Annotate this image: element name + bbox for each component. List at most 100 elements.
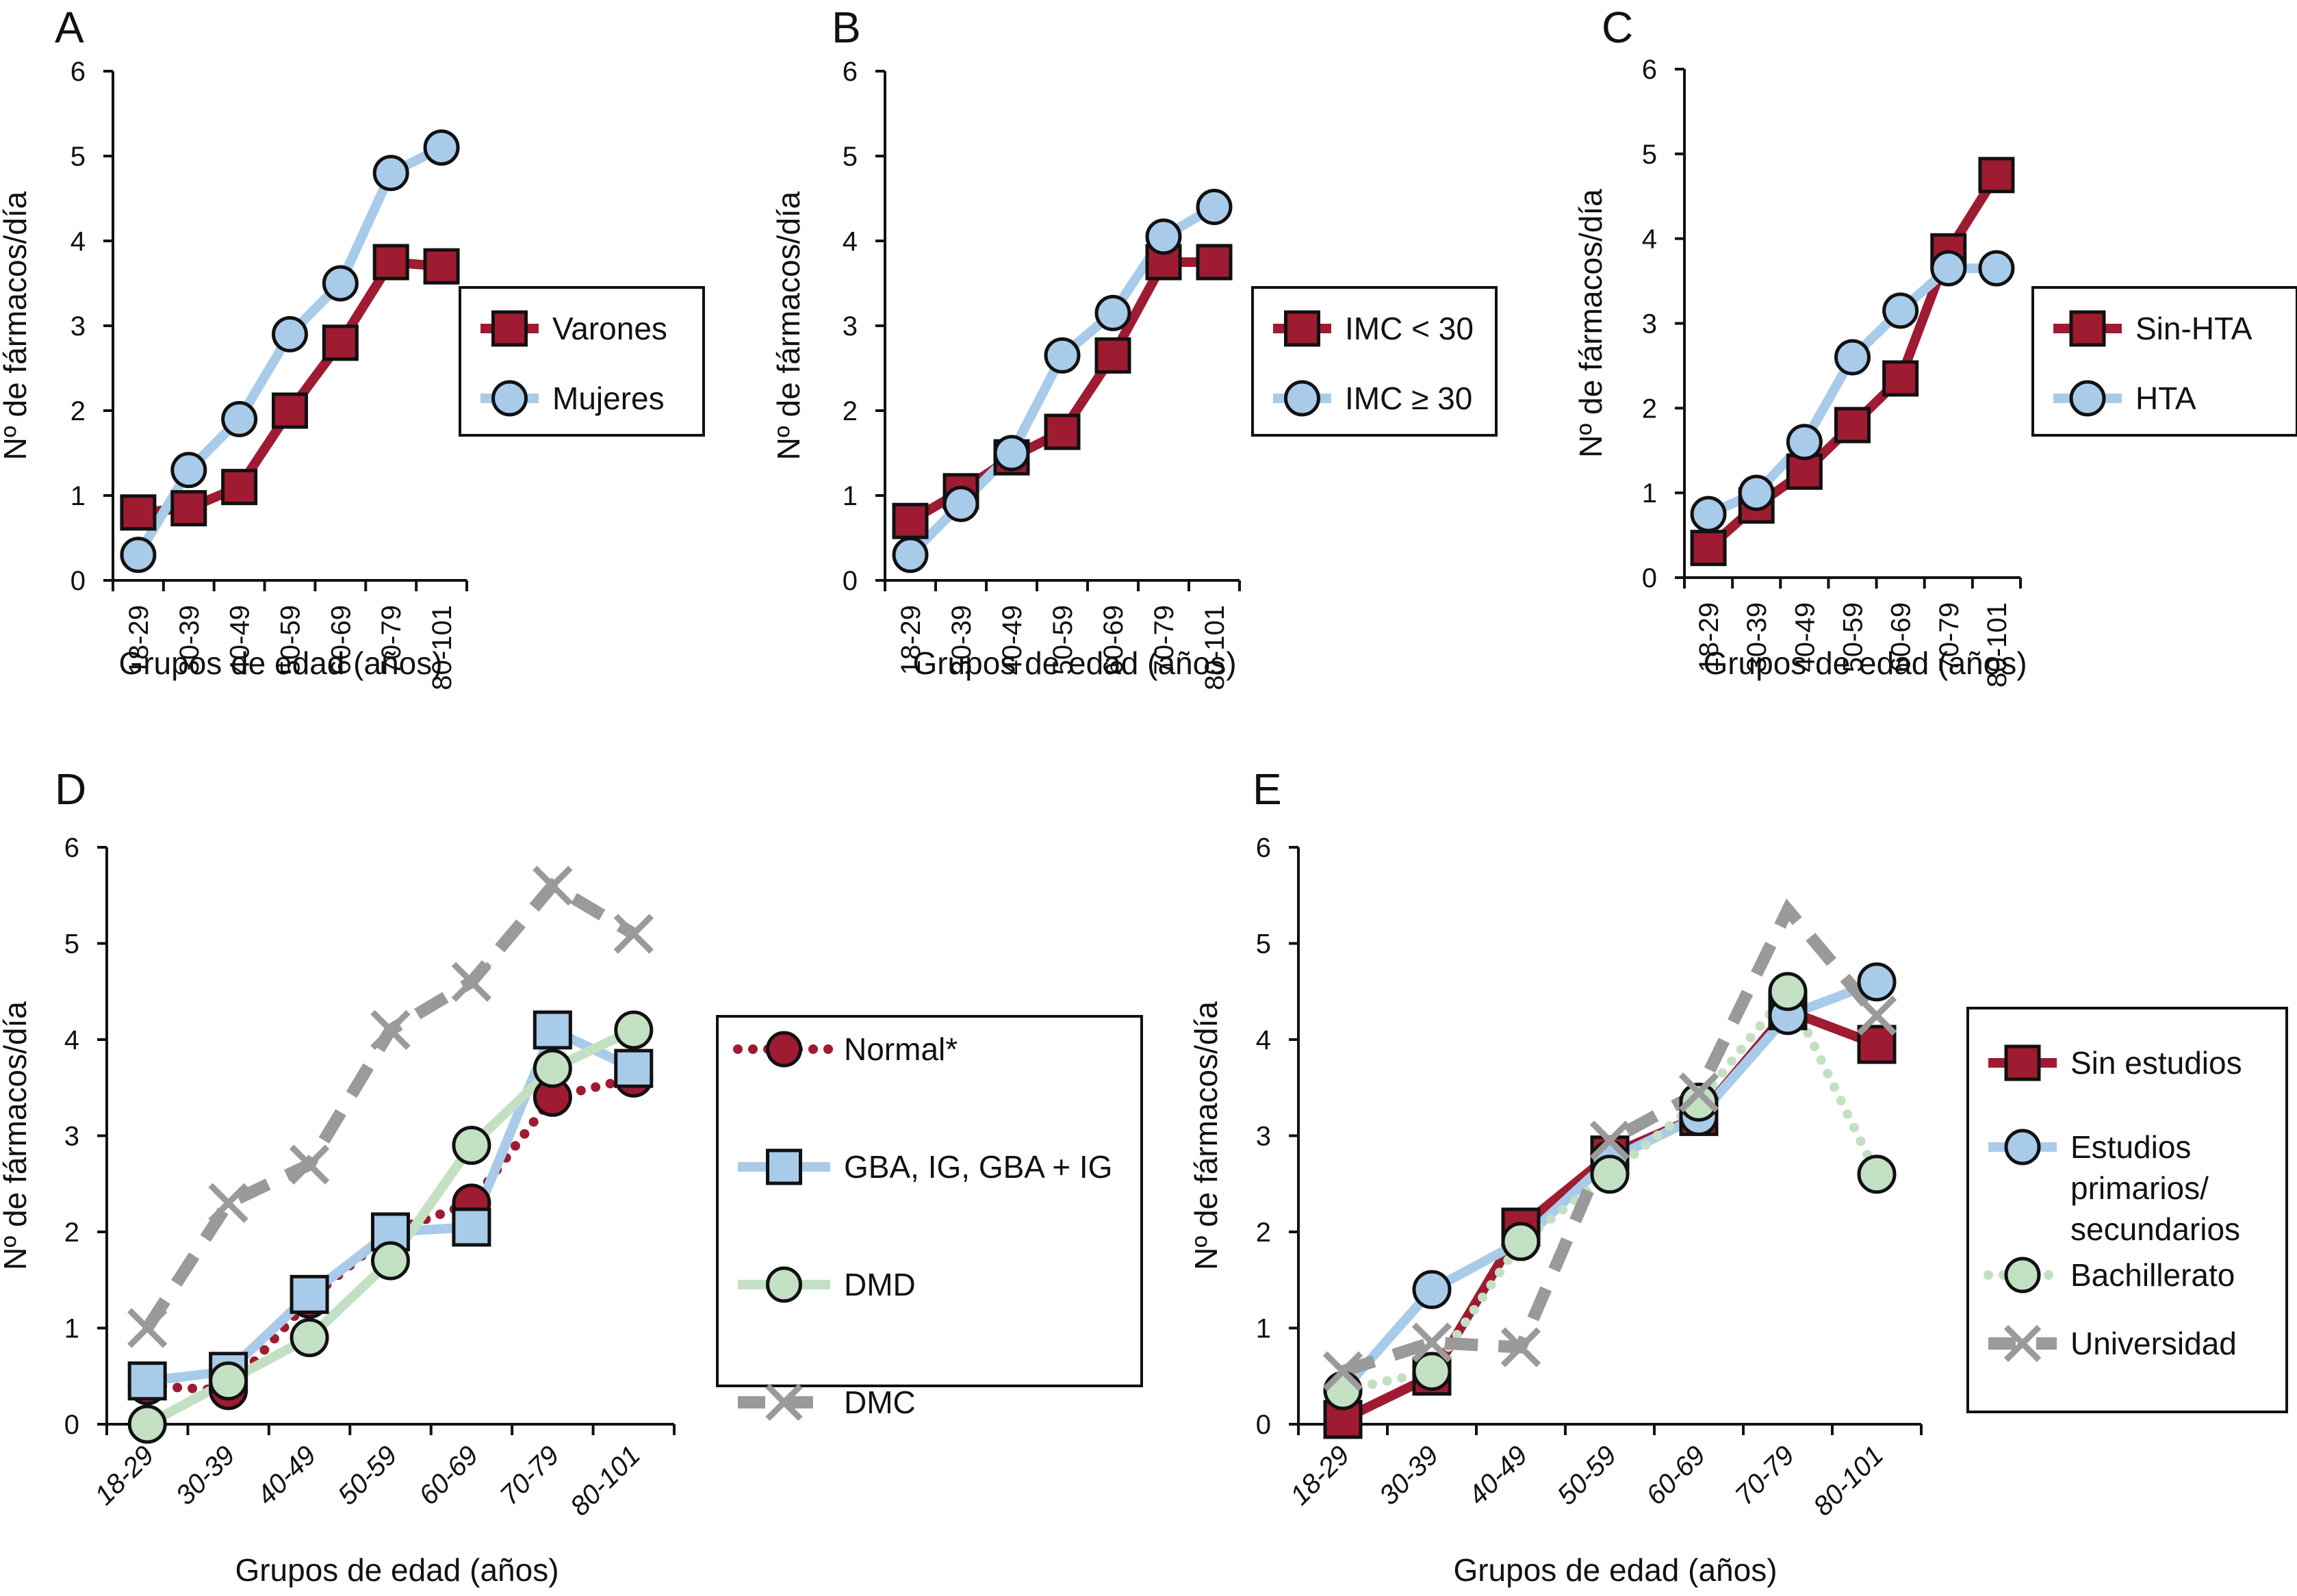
data-point-circle <box>1857 1155 1897 1194</box>
data-point-circle <box>1412 1352 1452 1391</box>
data-point-circle <box>371 1241 410 1280</box>
data-point-circle <box>532 1048 572 1088</box>
y-axis-title: Nº de fármacos/día <box>1573 189 1608 458</box>
panel-d: D 0 1 2 3 4 5 6 18-29 30-39 40-49 50-59 60-69 70-79 80… <box>0 764 1143 1588</box>
x-tick-label: 40-49 <box>1790 602 1820 672</box>
series-lines <box>142 877 639 1429</box>
legend: Sin estudios Estudios primarios/secundario… <box>1966 1007 2288 1413</box>
data-point-circle <box>1690 495 1727 532</box>
series-markers <box>120 129 460 574</box>
panel-label: D <box>55 764 86 814</box>
x-tick-label: 80-101 <box>565 1440 646 1521</box>
y-tick-label: 1 <box>70 481 86 511</box>
data-point-circle <box>1590 1155 1630 1194</box>
data-point-square <box>221 469 258 506</box>
y-tick-label: 3 <box>1256 1122 1271 1152</box>
legend-label: HTA <box>2135 381 2196 416</box>
y-tick-label: 0 <box>1642 563 1657 593</box>
legend: IMC < 30 IMC ≥ 30 <box>1251 286 1498 437</box>
panel-e: E 0 1 2 3 4 5 6 18-29 30-39 40-49 50-59 60-69 70-79 80… <box>1188 764 2288 1588</box>
legend-item-sin-hta: Sin-HTA <box>2053 310 2253 347</box>
y-tick-label: 6 <box>64 833 79 863</box>
y-tick-label: 3 <box>843 311 858 342</box>
data-point-x <box>1500 1327 1541 1367</box>
legend-marker-circle <box>491 380 528 417</box>
x-tick-label: 70-79 <box>494 1440 565 1510</box>
data-point-circle <box>1882 292 1919 329</box>
legend-item-dmd: DMD <box>738 1266 916 1303</box>
x-tick-label: 80-101 <box>1982 602 2012 688</box>
legend-item-imc-ge-30: IMC ≥ 30 <box>1273 380 1472 417</box>
x-tick-label: 40-49 <box>225 605 255 675</box>
data-point-circle <box>1768 972 1808 1012</box>
y-tick-label: 1 <box>1642 478 1657 509</box>
data-point-square <box>170 490 207 527</box>
panel-label: E <box>1253 764 1282 814</box>
legend-item-universidad: Universidad <box>1988 1324 2237 1363</box>
data-point-x <box>127 1308 168 1348</box>
legend-label: Normal* <box>844 1031 958 1067</box>
data-point-square <box>1978 157 2015 194</box>
legend-item-hta: HTA <box>2053 380 2196 417</box>
x-tick-label: 40-49 <box>997 605 1027 675</box>
data-point-circle <box>452 1126 491 1166</box>
legend-label: GBA, IG, GBA + IG <box>844 1149 1112 1185</box>
y-tick-label: 2 <box>843 396 858 426</box>
x-tick-label: 18-29 <box>1285 1440 1355 1510</box>
data-point-circle <box>993 435 1030 472</box>
y-tick-label: 0 <box>843 566 858 596</box>
y-tick-label: 1 <box>64 1314 79 1344</box>
data-point-circle <box>423 129 460 166</box>
data-point-square <box>1690 530 1727 567</box>
legend-item-mujeres: Mujeres <box>480 380 665 417</box>
data-point-square <box>892 502 929 539</box>
legend-item-varones: Varones <box>480 310 667 347</box>
y-axis-title: Nº de fármacos/día <box>1188 1001 1224 1270</box>
data-point-square <box>1834 407 1871 443</box>
data-point-square <box>1196 244 1233 281</box>
x-tick-label: 70-79 <box>1934 602 1964 672</box>
legend-label: Estudios <box>2070 1129 2191 1165</box>
legend-label: IMC ≥ 30 <box>1345 381 1472 416</box>
x-tick-label: 50-59 <box>1838 602 1869 672</box>
x-tick-label: 80-101 <box>1808 1440 1889 1521</box>
x-tick-label: 40-49 <box>1463 1440 1533 1510</box>
data-point-circle <box>942 485 979 522</box>
data-point-square <box>1786 453 1823 490</box>
legend-item-estudios-primarios-secundarios: Estudios primarios/secundarios <box>1988 1129 2240 1247</box>
x-tick-label: 30-39 <box>947 605 977 675</box>
data-point-circle <box>1412 1270 1452 1309</box>
data-point-x <box>1856 995 1897 1036</box>
y-axis-title: Nº de fármacos/día <box>771 191 806 460</box>
legend-marker-circle <box>1284 380 1320 417</box>
legend: Varones Mujeres <box>459 286 705 437</box>
y-tick-label: 3 <box>64 1122 79 1152</box>
data-point-x <box>1322 1351 1363 1391</box>
data-point-circle <box>1930 250 1967 287</box>
y-tick-label: 6 <box>1256 833 1271 863</box>
x-axis-title: Grupos de edad (años) <box>912 645 1236 681</box>
y-tick-label: 2 <box>64 1218 79 1248</box>
data-point-x <box>1678 1072 1719 1113</box>
x-tick-label: 70-79 <box>376 605 407 675</box>
data-point-x <box>208 1183 248 1224</box>
data-point-circle <box>1857 962 1897 1002</box>
y-tick-label: 5 <box>64 929 79 960</box>
data-point-circle <box>1145 218 1182 255</box>
y-tick-label: 4 <box>1642 224 1657 255</box>
y-axis-title: Nº de fármacos/día <box>0 1001 33 1270</box>
x-tick-label: 18-29 <box>896 605 926 675</box>
x-axis-title: Grupos de edad (años) <box>235 1552 559 1588</box>
panel-a: A 0 1 2 3 4 5 6 18-29 30-39 40-49 50-59 60-69 70-79 80… <box>0 3 705 691</box>
data-point-circle <box>1094 294 1131 331</box>
legend-marker-square <box>2004 1044 2041 1081</box>
legend-marker-square <box>766 1148 802 1185</box>
y-tick-label: 4 <box>70 227 86 257</box>
data-point-square <box>452 1207 491 1247</box>
x-tick-label: 50-59 <box>332 1440 402 1510</box>
legend-item-sin-estudios: Sin estudios <box>1988 1044 2242 1081</box>
data-point-x <box>532 866 573 906</box>
data-point-square <box>127 1361 167 1401</box>
data-point-square <box>1094 337 1131 374</box>
data-point-circle <box>120 537 157 574</box>
